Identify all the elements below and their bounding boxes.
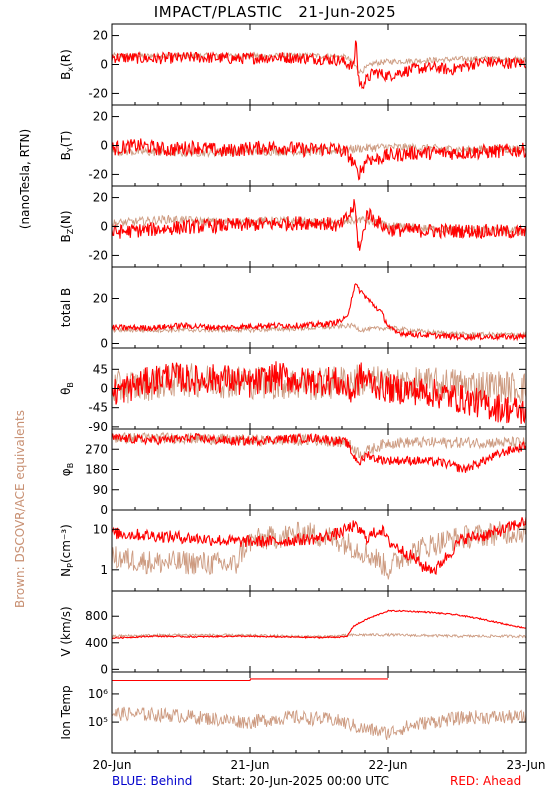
panel-frame-2 <box>111 104 527 187</box>
panel-label-3: BZ(N) <box>59 210 75 242</box>
y-tick-label: -90 <box>88 420 108 434</box>
units-label: (nanoTesla, RTN) <box>18 128 32 230</box>
panel-label-8: V (km/s) <box>59 606 73 656</box>
x-tick-label: 21-Jun <box>230 758 269 772</box>
panel-frame-1 <box>111 23 527 106</box>
footer-start-label: Start: 20-Jun-2025 00:00 UTC <box>212 774 390 788</box>
series-ahead-panel-9 <box>112 678 388 682</box>
series-ahead-panel-5 <box>111 361 527 424</box>
y-tick-label: 45 <box>93 362 108 376</box>
y-tick-label: 180 <box>85 463 108 477</box>
panel-label-4: total B <box>59 288 73 328</box>
panel-label-5: θB <box>59 382 75 395</box>
y-tick-label: 400 <box>85 636 108 650</box>
series-ace-panel-7 <box>111 520 527 580</box>
series-ace-panel-4 <box>111 322 527 338</box>
x-tick-label: 23-Jun <box>506 758 545 772</box>
y-tick-label: 0 <box>100 220 108 234</box>
footer-behind-label: BLUE: Behind <box>112 774 193 788</box>
panel-label-suffix: (cm⁻³) <box>59 524 73 563</box>
y-tick-label: -20 <box>88 167 108 181</box>
panel-label-1: Bx(R) <box>59 49 75 80</box>
panel-label-2: BY(T) <box>59 131 75 161</box>
panel-label-sub: P <box>66 563 75 568</box>
y-tick-label: 0 <box>100 139 108 153</box>
series-ahead-panel-3 <box>111 199 527 251</box>
series-ahead-panel-4 <box>111 283 527 342</box>
panel-label-suffix: (R) <box>59 49 73 67</box>
chart-title: IMPACT/PLASTIC 21-Jun-2025 <box>153 3 397 21</box>
y-tick-label: 10⁶ <box>88 687 108 701</box>
panel-label-main: B <box>59 234 73 242</box>
y-tick-label: 800 <box>85 609 108 623</box>
panel-label-sub: Z <box>66 228 75 234</box>
panel-label-main: B <box>59 152 73 160</box>
series-ace-panel-1 <box>111 51 527 74</box>
y-tick-label: 90 <box>93 483 108 497</box>
panel-frame-7 <box>111 509 527 592</box>
panel-label-main: B <box>59 72 73 80</box>
y-tick-label: 10⁵ <box>88 715 108 729</box>
y-tick-label: 0 <box>100 337 108 351</box>
panel-label-sub: B <box>66 463 75 469</box>
y-tick-label: 10 <box>93 522 108 536</box>
y-tick-label: 1 <box>100 563 108 577</box>
panel-label-9: Ion Temp <box>59 685 73 739</box>
panel-label-suffix: (T) <box>59 131 73 148</box>
y-tick-label: 0 <box>100 382 108 396</box>
series-ace-panel-2 <box>111 142 527 159</box>
brown-legend-label: Brown: DSCOVR/ACE equivalents <box>13 409 27 609</box>
panel-label-main: N <box>59 568 73 577</box>
series-ace-panel-8 <box>111 632 527 640</box>
y-tick-label: -20 <box>88 86 108 100</box>
panel-label-7: NP(cm⁻³) <box>59 524 75 577</box>
y-tick-label: 20 <box>93 110 108 124</box>
panel-label-main: total B <box>59 288 73 328</box>
panel-label-main: φ <box>59 468 73 476</box>
panel-label-main: θ <box>59 388 73 395</box>
y-tick-label: 0 <box>100 58 108 72</box>
series-ahead-panel-8 <box>111 609 527 640</box>
x-tick-label: 20-Jun <box>92 758 131 772</box>
series-ahead-panel-6 <box>111 432 527 473</box>
series-ace-panel-9 <box>111 706 527 741</box>
x-tick-label: 22-Jun <box>368 758 407 772</box>
panel-label-sub: Y <box>66 147 75 153</box>
series-ahead-panel-7 <box>111 517 527 575</box>
panel-label-sub: B <box>66 382 75 388</box>
panel-label-sub: x <box>66 67 75 72</box>
y-tick-label: 270 <box>85 442 108 456</box>
panel-label-suffix: (km/s) <box>59 606 73 648</box>
panel-label-6: φB <box>59 463 75 476</box>
panel-label-main: Ion Temp <box>59 685 73 739</box>
y-tick-label: 20 <box>93 191 108 205</box>
y-tick-label: 20 <box>93 292 108 306</box>
y-tick-label: -45 <box>88 401 108 415</box>
y-tick-label: 0 <box>100 503 108 517</box>
series-ace-panel-6 <box>111 431 527 459</box>
y-tick-label: -20 <box>88 248 108 262</box>
series-ahead-panel-1 <box>111 40 527 90</box>
panel-label-suffix: (N) <box>59 210 73 228</box>
panel-frame-8 <box>111 590 527 673</box>
panel-label-main: V <box>59 648 73 657</box>
y-tick-label: 0 <box>100 662 108 676</box>
series-ahead-panel-2 <box>111 138 527 181</box>
footer-ahead-label: RED: Ahead <box>450 774 522 788</box>
y-tick-label: 20 <box>93 29 108 43</box>
